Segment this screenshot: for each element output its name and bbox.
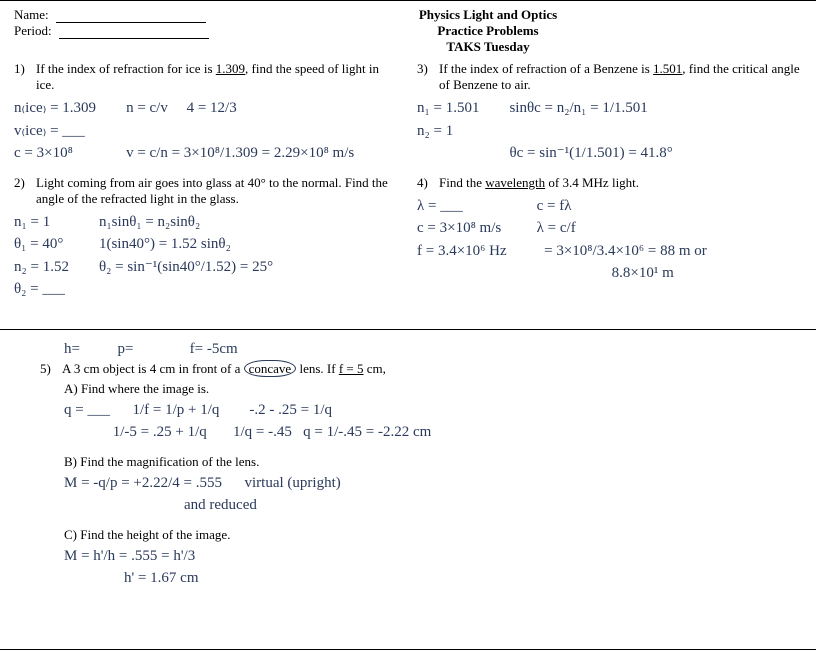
q1-value: 1.309 [216,61,245,76]
title-line-2: Practice Problems [274,23,702,39]
q2-text: Light coming from air goes into glass at… [36,175,399,207]
q1-handwriting: n₍ice₎ = 1.309 v₍ice₎ = ___ c = 3×10⁸ n … [14,97,399,165]
header-left: Name: Period: [14,7,274,55]
q3-hw-left: n₁ = 1.501 n₂ = 1 [417,97,479,165]
question-4: 4) Find the wavelength of 3.4 MHz light. [417,175,802,191]
q3-number: 3) [417,61,439,93]
q1-text: If the index of refraction for ice is 1.… [36,61,399,93]
name-field: Name: [14,7,274,23]
left-column: 1) If the index of refraction for ice is… [14,61,399,311]
bottom-section: h= p= f= -5cm 5) A 3 cm object is 4 cm i… [0,330,816,650]
q4-hw-left: λ = ___ c = 3×10⁸ m/s f = 3.4×10⁶ Hz [417,195,507,285]
q5-part-b-hw: M = -q/p = +2.22/4 = .555 virtual (uprig… [64,472,802,517]
q4-number: 4) [417,175,439,191]
name-label: Name: [14,7,49,22]
title-line-1: Physics Light and Optics [274,7,702,23]
q1-hw-left: n₍ice₎ = 1.309 v₍ice₎ = ___ c = 3×10⁸ [14,97,96,165]
question-5: 5) A 3 cm object is 4 cm in front of a c… [40,361,802,377]
q5-part-c-label: C) Find the height of the image. [64,527,802,543]
worksheet-page: Name: Period: Physics Light and Optics P… [0,0,816,650]
q5-number: 5) [40,361,62,377]
q5-text-c: cm, [363,361,385,376]
period-field: Period: [14,23,274,39]
q2-hw-left: n₁ = 1 θ₁ = 40° n₂ = 1.52 θ₂ = ___ [14,211,69,301]
q5-part-c-hw: M = h'/h = .555 = h'/3 h' = 1.67 cm [64,545,802,590]
question-2: 2) Light coming from air goes into glass… [14,175,399,207]
q5-part-a-hw: q = ___ 1/f = 1/p + 1/q -.2 - .25 = 1/q … [64,399,802,444]
q3-text: If the index of refraction of a Benzene … [439,61,802,93]
question-3: 3) If the index of refraction of a Benze… [417,61,802,93]
q4-hw-right: c = fλ λ = c/f = 3×10⁸/3.4×10⁶ = 88 m or… [537,195,707,285]
q4-handwriting: λ = ___ c = 3×10⁸ m/s f = 3.4×10⁶ Hz c =… [417,195,802,285]
header-spacer [702,7,802,55]
q5-hw-top: h= p= f= -5cm [64,338,802,361]
header: Name: Period: Physics Light and Optics P… [14,7,802,55]
q2-handwriting: n₁ = 1 θ₁ = 40° n₂ = 1.52 θ₂ = ___ n₁sin… [14,211,399,301]
q5-text: A 3 cm object is 4 cm in front of a conc… [62,361,802,377]
title-line-3: TAKS Tuesday [274,39,702,55]
q1-hw-right: n = c/v 4 = 12/3 v = c/n = 3×10⁸/1.309 =… [126,97,354,165]
q3-hw-right: sinθc = n₂/n₁ = 1/1.501 θc = sin⁻¹(1/1.5… [509,97,672,165]
period-blank [59,38,209,39]
q1-text-a: If the index of refraction for ice is [36,61,216,76]
q5-part-b-label: B) Find the magnification of the lens. [64,454,802,470]
q4-word: wavelength [485,175,545,190]
title-block: Physics Light and Optics Practice Proble… [274,7,702,55]
q5-text-a: A 3 cm object is 4 cm in front of a [62,361,244,376]
q2-hw-right: n₁sinθ₁ = n₂sinθ₂ 1(sin40°) = 1.52 sinθ₂… [99,211,273,301]
q2-number: 2) [14,175,36,207]
q5-circled-word: concave [244,360,297,377]
q3-text-a: If the index of refraction of a Benzene … [439,61,653,76]
question-1: 1) If the index of refraction for ice is… [14,61,399,93]
q1-number: 1) [14,61,36,93]
q4-text-b: of 3.4 MHz light. [545,175,639,190]
q5-fval: f = 5 [339,361,364,376]
problems-row-1: 1) If the index of refraction for ice is… [14,61,802,311]
right-column: 3) If the index of refraction of a Benze… [417,61,802,311]
q4-text: Find the wavelength of 3.4 MHz light. [439,175,802,191]
q5-part-a-label: A) Find where the image is. [64,381,802,397]
q5-text-b: lens. If [296,361,339,376]
q3-value: 1.501 [653,61,682,76]
top-section: Name: Period: Physics Light and Optics P… [0,0,816,330]
q3-handwriting: n₁ = 1.501 n₂ = 1 sinθc = n₂/n₁ = 1/1.50… [417,97,802,165]
period-label: Period: [14,23,52,38]
q4-text-a: Find the [439,175,485,190]
